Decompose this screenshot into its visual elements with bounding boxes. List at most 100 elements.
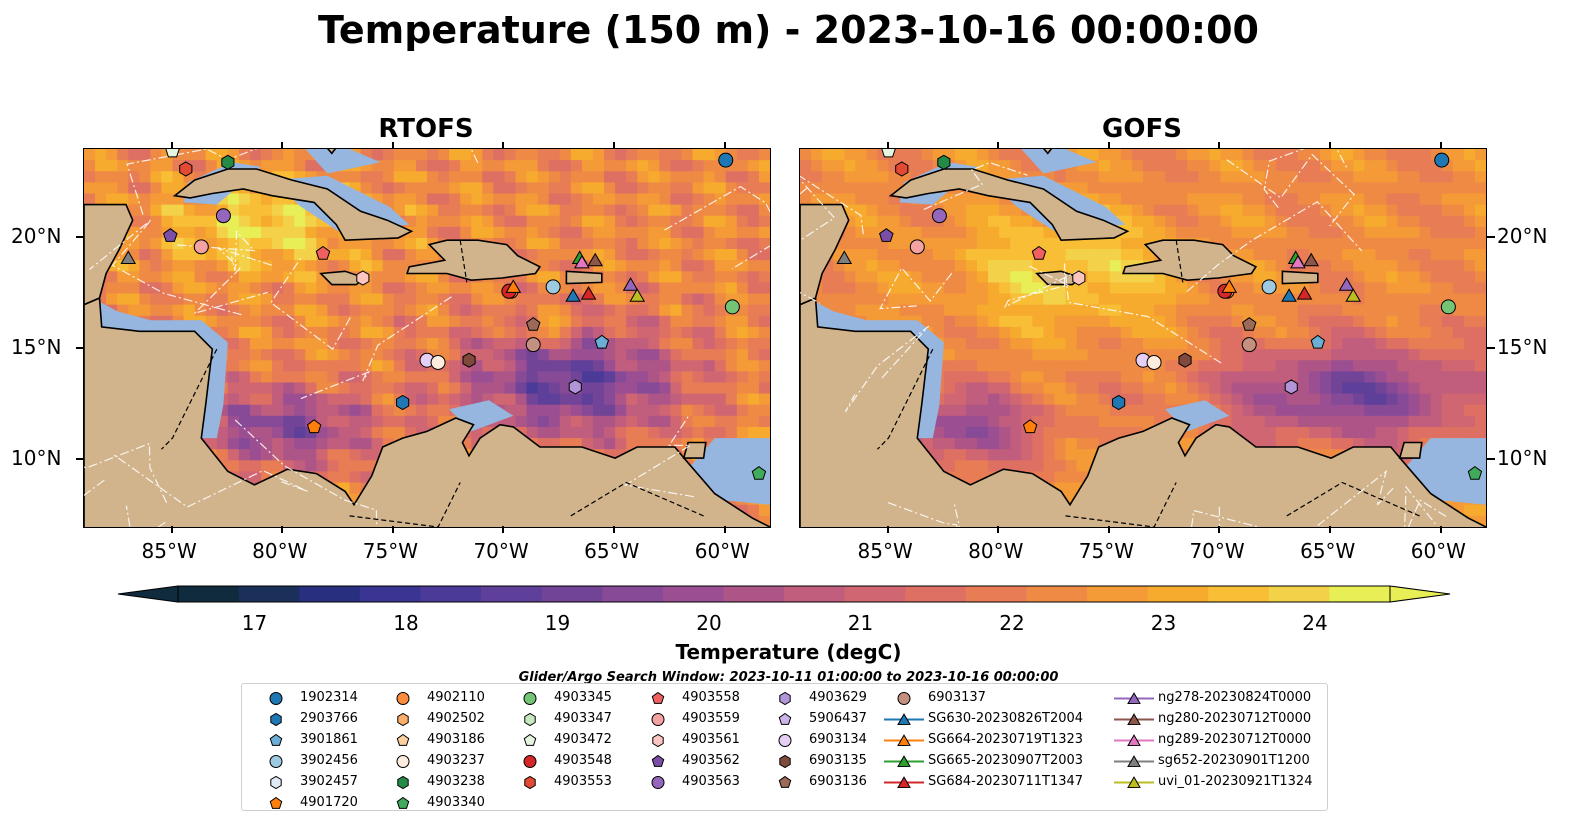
temperature-cell xyxy=(526,204,539,217)
temperature-cell xyxy=(504,171,517,183)
temperature-cell xyxy=(758,349,770,361)
temperature-cell xyxy=(747,304,760,317)
colorbar-tick-label: 19 xyxy=(544,611,571,635)
temperature-cell xyxy=(1286,204,1299,217)
temperature-cell xyxy=(1264,415,1277,428)
temperature-cell xyxy=(327,460,340,473)
temperature-cell xyxy=(1275,171,1288,183)
panel-title-gofs: GOFS xyxy=(1102,114,1182,144)
temperature-cell xyxy=(1065,349,1078,361)
temperature-cell xyxy=(615,193,627,206)
temperature-cell xyxy=(1165,204,1177,217)
temperature-cell xyxy=(382,293,395,306)
temperature-cell xyxy=(227,326,240,339)
legend-label: 4902502 xyxy=(427,711,485,726)
temperature-cell xyxy=(349,315,362,328)
temperature-cell xyxy=(659,315,672,328)
temperature-cell xyxy=(1043,426,1056,439)
temperature-cell xyxy=(866,204,879,217)
temperature-cell xyxy=(1087,349,1100,361)
temperature-cell xyxy=(272,360,284,372)
temperature-cell xyxy=(537,326,550,339)
temperature-cell xyxy=(1120,193,1133,206)
temperature-cell xyxy=(1408,215,1421,228)
temperature-cell xyxy=(1076,326,1089,339)
temperature-cell xyxy=(615,326,627,339)
temperature-cell xyxy=(427,226,439,239)
temperature-cell xyxy=(747,215,760,228)
temperature-cell xyxy=(482,160,494,172)
temperature-cell xyxy=(205,438,218,450)
temperature-cell xyxy=(537,382,550,395)
temperature-cell xyxy=(899,226,912,239)
platform-marker-6903135 xyxy=(1178,352,1192,368)
temperature-cell xyxy=(965,326,978,339)
platform-marker-1902314 xyxy=(1434,152,1450,168)
temperature-cell xyxy=(249,349,262,361)
temperature-cell xyxy=(526,371,539,384)
legend-marker-ng280-20230712T0000 xyxy=(1127,713,1141,726)
temperature-cell xyxy=(988,249,1000,261)
temperature-cell xyxy=(1364,182,1376,195)
temperature-cell xyxy=(1165,160,1177,172)
temperature-cell xyxy=(1098,382,1111,395)
temperature-cell xyxy=(747,149,760,161)
temperature-cell xyxy=(1441,160,1454,172)
temperature-cell xyxy=(877,182,890,195)
temperature-cell xyxy=(999,237,1011,250)
temperature-cell xyxy=(261,426,273,439)
x-tick-mark xyxy=(281,526,284,533)
temperature-cell xyxy=(670,204,683,217)
temperature-cell xyxy=(1231,304,1244,317)
temperature-cell xyxy=(1253,271,1266,284)
temperature-cell xyxy=(1010,360,1022,372)
temperature-cell xyxy=(438,160,450,172)
temperature-cell xyxy=(1231,349,1244,361)
shallow-water xyxy=(685,438,770,505)
temperature-cell xyxy=(150,260,163,272)
temperature-cell xyxy=(382,426,395,439)
temperature-cell xyxy=(736,193,749,206)
temperature-cell xyxy=(1032,449,1045,461)
temperature-cell xyxy=(249,315,262,328)
temperature-cell xyxy=(183,171,196,183)
temperature-cell xyxy=(482,282,494,295)
temperature-cell xyxy=(1286,215,1299,228)
temperature-cell xyxy=(1065,426,1078,439)
platform-marker-4903237 xyxy=(1146,354,1162,370)
temperature-cell xyxy=(294,393,306,406)
temperature-cell xyxy=(910,304,923,317)
temperature-cell xyxy=(515,382,528,395)
colorbar-tick-label: 22 xyxy=(999,611,1025,635)
legend-marker-icon xyxy=(651,754,665,767)
temperature-cell xyxy=(747,393,760,406)
temperature-cell xyxy=(305,382,317,395)
temperature-cell xyxy=(1386,371,1399,384)
temperature-cell xyxy=(1331,171,1343,183)
temperature-cell xyxy=(888,171,901,183)
temperature-cell xyxy=(305,338,317,350)
temperature-cell xyxy=(371,426,384,439)
temperature-cell xyxy=(1209,204,1222,217)
temperature-cell xyxy=(371,271,384,284)
temperature-cell xyxy=(548,293,561,306)
temperature-cell xyxy=(106,260,118,272)
temperature-cell xyxy=(404,249,417,261)
temperature-cell xyxy=(1021,282,1033,295)
temperature-cell xyxy=(910,204,923,217)
temperature-cell xyxy=(537,182,550,195)
temperature-cell xyxy=(1452,315,1465,328)
temperature-cell xyxy=(866,193,879,206)
temperature-cell xyxy=(272,404,284,417)
x-tick-mark-top xyxy=(886,142,889,148)
temperature-cell xyxy=(382,260,395,272)
temperature-cell xyxy=(592,349,605,361)
temperature-cell xyxy=(415,382,428,395)
temperature-cell xyxy=(1220,349,1233,361)
temperature-cell xyxy=(1231,338,1244,350)
temperature-cell xyxy=(438,293,450,306)
temperature-cell xyxy=(943,382,956,395)
temperature-cell xyxy=(1143,293,1155,306)
legend-label: 4903186 xyxy=(427,732,485,747)
temperature-cell xyxy=(1375,349,1388,361)
